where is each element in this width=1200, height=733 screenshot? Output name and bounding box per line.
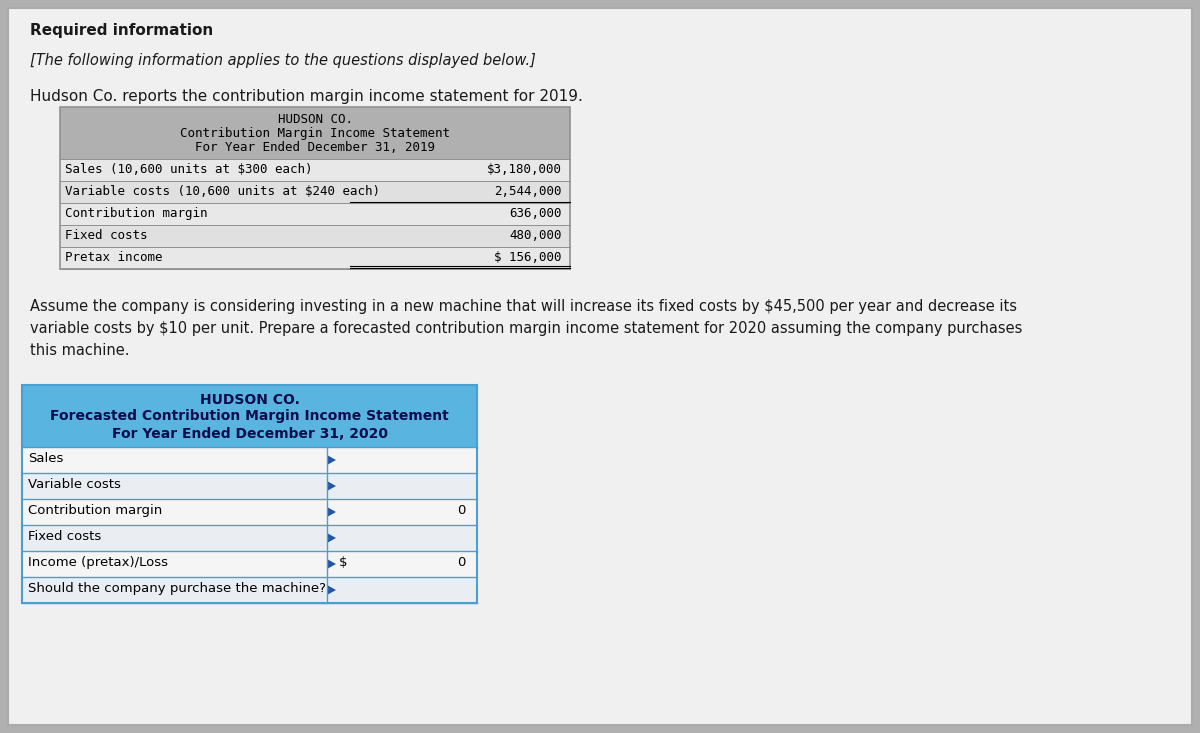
Bar xyxy=(60,247,570,269)
Bar xyxy=(60,107,570,159)
Text: 2,544,000: 2,544,000 xyxy=(494,185,562,198)
Text: Required information: Required information xyxy=(30,23,214,38)
Bar xyxy=(60,225,570,247)
Text: 480,000: 480,000 xyxy=(510,229,562,242)
Text: Variable costs (10,600 units at $240 each): Variable costs (10,600 units at $240 eac… xyxy=(65,185,380,198)
Text: HUDSON CO.: HUDSON CO. xyxy=(277,113,353,126)
Bar xyxy=(60,159,570,181)
Text: [The following information applies to the questions displayed below.]: [The following information applies to th… xyxy=(30,53,536,68)
Text: Fixed costs: Fixed costs xyxy=(65,229,148,242)
Polygon shape xyxy=(326,585,336,595)
Text: HUDSON CO.: HUDSON CO. xyxy=(199,393,300,407)
Text: variable costs by $10 per unit. Prepare a forecasted contribution margin income : variable costs by $10 per unit. Prepare … xyxy=(30,321,1022,336)
Polygon shape xyxy=(326,507,336,517)
Bar xyxy=(60,181,570,203)
Polygon shape xyxy=(326,481,336,491)
Text: Variable costs: Variable costs xyxy=(28,478,121,491)
Bar xyxy=(22,577,478,603)
Text: Contribution margin: Contribution margin xyxy=(65,207,208,220)
Bar xyxy=(22,525,478,551)
Text: Sales (10,600 units at $300 each): Sales (10,600 units at $300 each) xyxy=(65,163,312,176)
Text: this machine.: this machine. xyxy=(30,343,130,358)
Text: 636,000: 636,000 xyxy=(510,207,562,220)
Text: For Year Ended December 31, 2019: For Year Ended December 31, 2019 xyxy=(194,141,436,154)
Text: 0: 0 xyxy=(457,556,466,569)
Text: $: $ xyxy=(340,556,348,569)
Text: Income (pretax)/Loss: Income (pretax)/Loss xyxy=(28,556,168,569)
Bar xyxy=(22,473,478,499)
Text: Contribution Margin Income Statement: Contribution Margin Income Statement xyxy=(180,127,450,140)
Text: $3,180,000: $3,180,000 xyxy=(487,163,562,176)
Text: Contribution margin: Contribution margin xyxy=(28,504,162,517)
Text: Assume the company is considering investing in a new machine that will increase : Assume the company is considering invest… xyxy=(30,299,1018,314)
Bar xyxy=(60,107,570,269)
Text: 0: 0 xyxy=(457,504,466,517)
Bar xyxy=(22,499,478,525)
Bar xyxy=(22,385,478,447)
Bar xyxy=(60,203,570,225)
Bar xyxy=(22,385,478,603)
Text: Fixed costs: Fixed costs xyxy=(28,530,101,543)
Text: $ 156,000: $ 156,000 xyxy=(494,251,562,264)
Bar xyxy=(22,551,478,577)
Text: For Year Ended December 31, 2020: For Year Ended December 31, 2020 xyxy=(112,427,388,441)
Bar xyxy=(22,447,478,473)
Text: Hudson Co. reports the contribution margin income statement for 2019.: Hudson Co. reports the contribution marg… xyxy=(30,89,583,104)
Text: Pretax income: Pretax income xyxy=(65,251,162,264)
Polygon shape xyxy=(326,559,336,569)
Text: Should the company purchase the machine?: Should the company purchase the machine? xyxy=(28,582,326,595)
Text: Forecasted Contribution Margin Income Statement: Forecasted Contribution Margin Income St… xyxy=(50,409,449,423)
Text: Sales: Sales xyxy=(28,452,64,465)
Polygon shape xyxy=(326,455,336,465)
Polygon shape xyxy=(326,533,336,543)
